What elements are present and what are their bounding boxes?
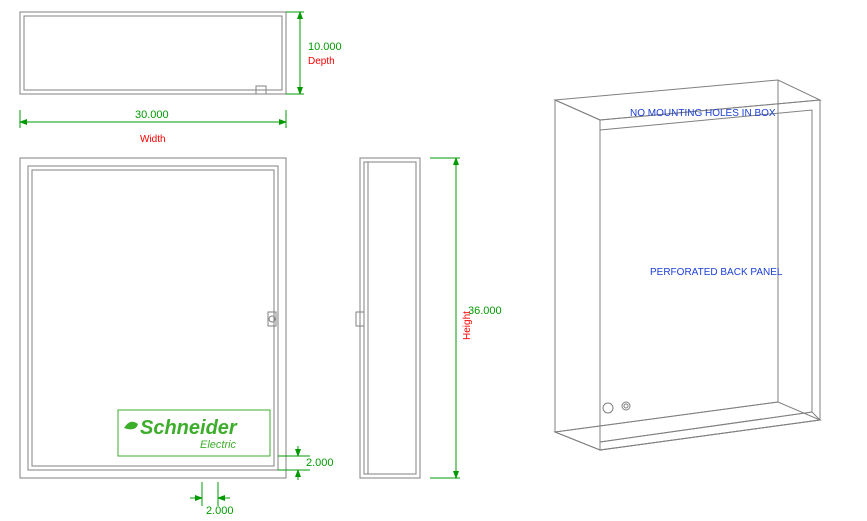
side-view [356,158,460,478]
dim-depth: 10.000 Depth [286,12,342,94]
note-top: NO MOUNTING HOLES IN BOX [630,108,776,119]
dim-height: 36.000 Height [456,158,502,478]
height-label: Height [462,311,473,340]
dim-width: 30.000 Width [20,109,286,145]
width-label: Width [140,134,166,145]
note-mid: PERFORATED BACK PANEL [650,267,783,278]
width-value: 30.000 [135,109,169,121]
iso-view [555,80,820,450]
top-view [20,12,286,94]
logo-line1: Schneider [140,417,238,439]
logo-line2: Electric [200,439,237,451]
logo: Schneider Electric [118,410,270,456]
dim-offset2: 2.000 [190,482,234,517]
depth-label: Depth [308,56,335,67]
depth-value: 10.000 [308,41,342,53]
offset1-value: 2.000 [306,457,334,469]
offset2-value: 2.000 [206,505,234,517]
height-value: 36.000 [468,305,502,317]
